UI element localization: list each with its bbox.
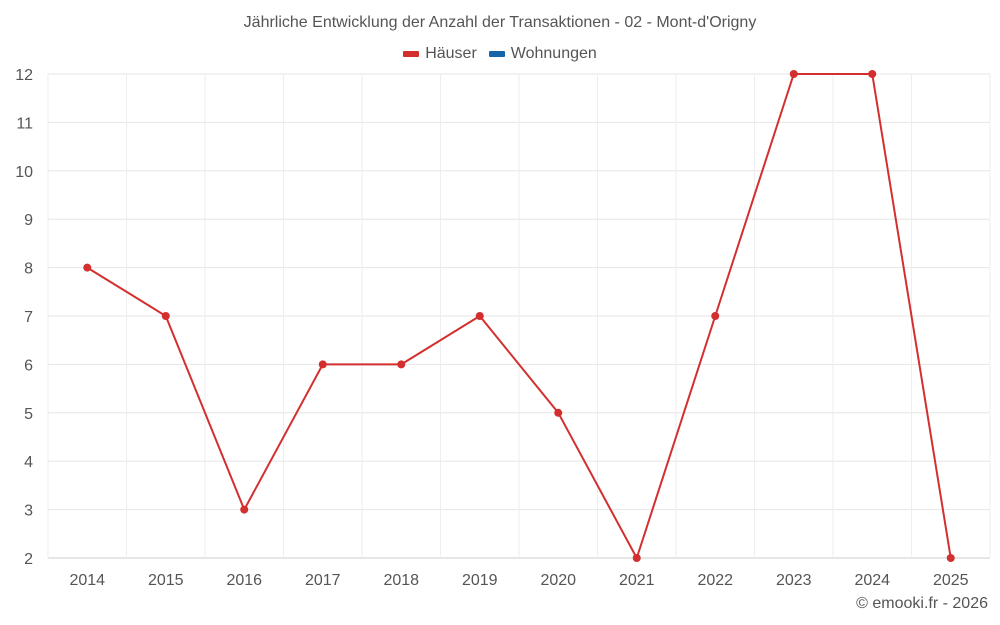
y-tick-label: 5 bbox=[24, 406, 33, 423]
y-tick-label: 10 bbox=[15, 164, 33, 181]
data-point bbox=[318, 360, 327, 369]
legend-item-wohnungen[interactable]: Wohnungen bbox=[488, 45, 597, 63]
x-tick-label: 2019 bbox=[462, 572, 498, 589]
y-tick-label: 9 bbox=[24, 212, 33, 229]
x-tick-label: 2017 bbox=[305, 572, 341, 589]
x-tick-label: 2021 bbox=[619, 572, 655, 589]
x-tick-label: 2014 bbox=[69, 572, 105, 589]
x-tick-label: 2023 bbox=[776, 572, 812, 589]
y-tick-label: 4 bbox=[24, 454, 33, 471]
legend-label-haeuser: Häuser bbox=[425, 45, 477, 62]
y-tick-label: 3 bbox=[24, 503, 33, 520]
data-point bbox=[554, 408, 563, 417]
legend: Häuser Wohnungen bbox=[0, 45, 1000, 63]
legend-swatch-wohnungen bbox=[488, 51, 505, 57]
data-point bbox=[632, 554, 641, 562]
data-point bbox=[397, 360, 406, 369]
y-tick-label: 6 bbox=[24, 357, 33, 374]
y-tick-label: 2 bbox=[24, 551, 33, 568]
y-tick-label: 7 bbox=[24, 309, 33, 326]
data-point bbox=[946, 554, 955, 562]
y-tick-label: 11 bbox=[16, 115, 33, 132]
data-point bbox=[161, 312, 170, 320]
data-point bbox=[475, 312, 484, 320]
legend-swatch-haeuser bbox=[403, 51, 420, 57]
data-point bbox=[868, 70, 877, 78]
data-point bbox=[789, 70, 798, 78]
series-line-0 bbox=[86, 73, 952, 559]
legend-label-wohnungen: Wohnungen bbox=[510, 45, 597, 62]
x-tick-label: 2016 bbox=[226, 572, 262, 589]
data-point bbox=[83, 263, 92, 272]
x-tick-label: 2022 bbox=[697, 572, 733, 589]
legend-item-haeuser[interactable]: Häuser bbox=[403, 45, 477, 63]
y-tick-label: 12 bbox=[15, 67, 33, 84]
x-tick-label: 2025 bbox=[933, 572, 969, 589]
data-point bbox=[711, 312, 720, 320]
x-tick-label: 2018 bbox=[383, 572, 419, 589]
credit-text: © emooki.fr - 2026 bbox=[856, 595, 988, 612]
chart-title: Jährliche Entwicklung der Anzahl der Tra… bbox=[243, 14, 757, 31]
x-tick-label: 2020 bbox=[540, 572, 576, 589]
x-tick-label: 2024 bbox=[854, 572, 890, 589]
y-tick-label: 8 bbox=[24, 261, 33, 278]
x-tick-label: 2015 bbox=[148, 572, 184, 589]
data-point bbox=[240, 505, 249, 514]
